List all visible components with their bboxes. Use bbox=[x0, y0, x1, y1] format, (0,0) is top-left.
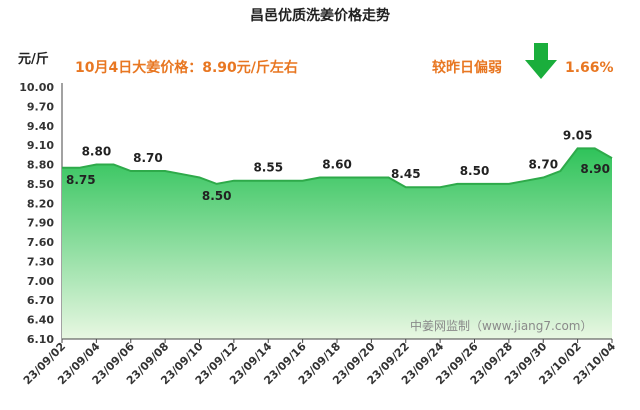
data-label: 8.70 bbox=[133, 151, 163, 165]
y-tick-label: 8.20 bbox=[27, 197, 54, 210]
y-tick-label: 6.70 bbox=[27, 294, 54, 307]
y-tick-label: 7.30 bbox=[27, 255, 54, 268]
change-percent: 1.66% bbox=[565, 60, 614, 76]
y-tick-label: 8.50 bbox=[27, 178, 54, 191]
y-tick-label: 7.90 bbox=[27, 217, 54, 230]
price-annotation: 10月4日大姜价格：8.90元/斤左右 bbox=[75, 59, 298, 76]
data-label: 8.75 bbox=[66, 173, 96, 187]
price-area bbox=[62, 147, 613, 339]
data-label: 8.70 bbox=[528, 157, 558, 171]
y-axis: 10.00 9.70 9.40 9.10 8.80 8.50 8.20 7.90 7.60 7.3… bbox=[19, 81, 63, 346]
data-label: 8.50 bbox=[202, 189, 232, 203]
data-labels: 8.75 8.80 8.70 8.50 8.55 8.60 8.45 8.50 8.70 9.05… bbox=[66, 128, 610, 203]
y-tick-label: 10.00 bbox=[19, 81, 54, 94]
y-tick-label: 7.00 bbox=[27, 275, 54, 288]
y-tick-label: 9.40 bbox=[27, 120, 54, 133]
chart-title: 昌邑优质洗姜价格走势 bbox=[250, 7, 390, 24]
y-tick-label: 8.80 bbox=[27, 159, 54, 172]
change-annotation: 较昨日偏弱 bbox=[432, 59, 502, 76]
watermark: 中姜网监制（www.jiang7.com） bbox=[410, 318, 592, 333]
data-label: 8.50 bbox=[460, 164, 490, 178]
area-fill bbox=[62, 148, 612, 339]
data-label: 9.05 bbox=[563, 128, 593, 142]
data-label: 8.55 bbox=[253, 161, 283, 175]
y-tick-label: 9.70 bbox=[27, 100, 54, 113]
data-label: 8.90 bbox=[580, 162, 610, 176]
y-tick-label: 7.60 bbox=[27, 236, 54, 249]
data-label: 8.80 bbox=[82, 145, 112, 159]
y-tick-label: 9.10 bbox=[27, 139, 54, 152]
y-tick-label: 6.10 bbox=[27, 333, 54, 346]
price-line bbox=[62, 147, 613, 189]
data-label: 8.45 bbox=[391, 167, 421, 181]
y-tick-label: 6.40 bbox=[27, 314, 54, 327]
down-arrow-icon bbox=[525, 43, 557, 79]
x-axis: 23/09/0223/09/0423/09/0623/09/0823/09/10… bbox=[21, 338, 618, 387]
data-label: 8.60 bbox=[322, 157, 352, 171]
y-axis-unit: 元/斤 bbox=[18, 51, 49, 67]
